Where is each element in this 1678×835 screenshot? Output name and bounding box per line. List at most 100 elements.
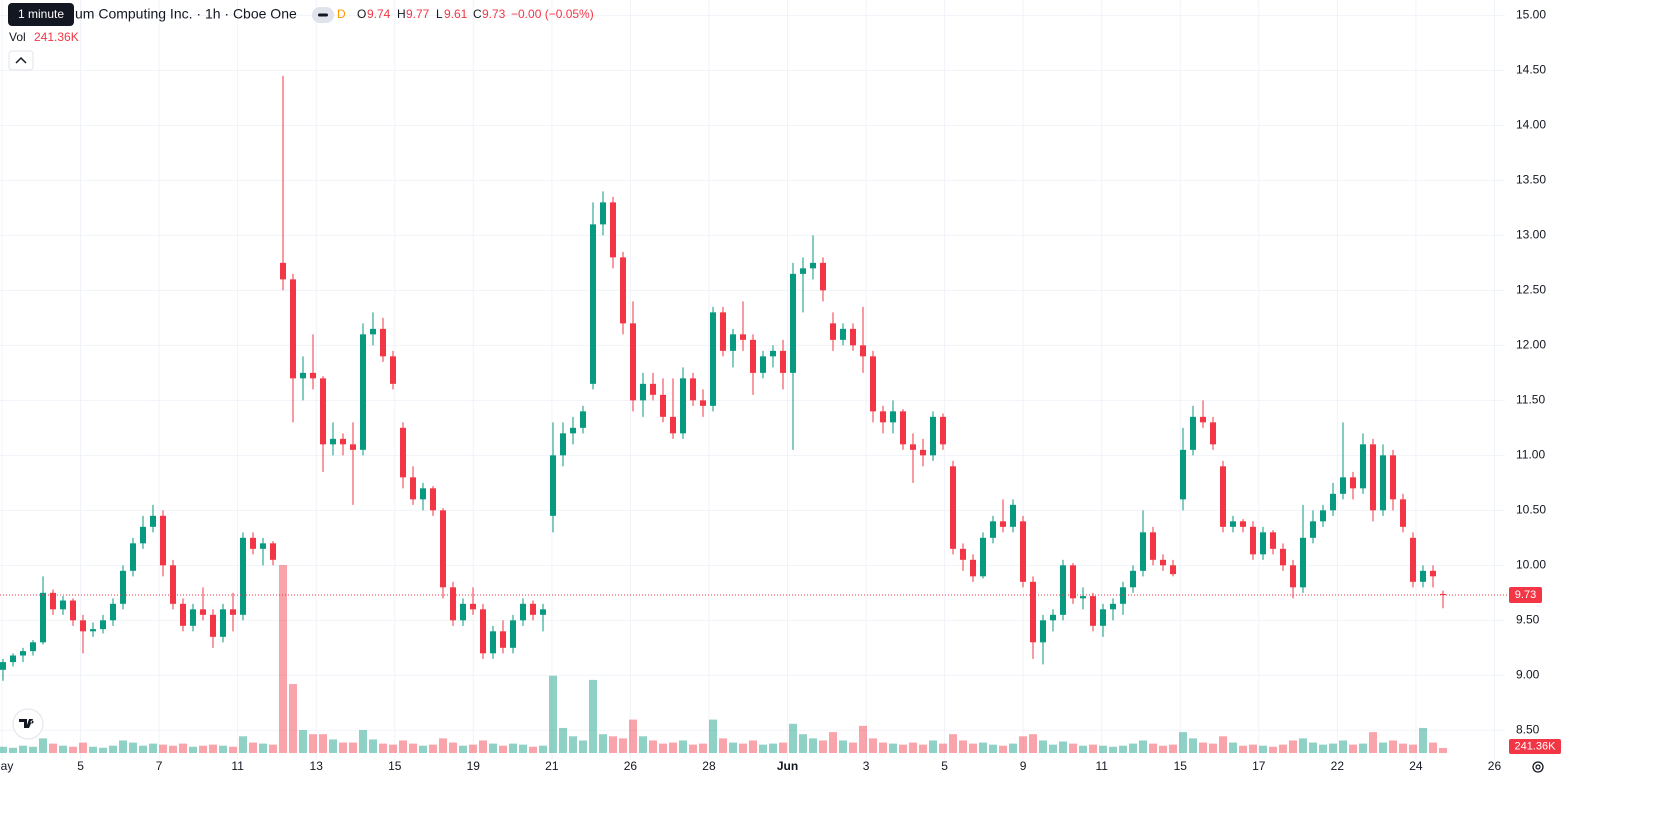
volume-bar [459, 745, 467, 753]
y-tick-label: 13.50 [1516, 173, 1546, 187]
volume-bar [1279, 744, 1287, 753]
tooltip: 1 minute [18, 7, 64, 21]
volume-bar [539, 745, 547, 753]
volume-bar [159, 744, 167, 753]
volume-bar [389, 744, 397, 753]
volume-bar [99, 747, 107, 753]
candle-body [860, 345, 866, 357]
volume-bar [369, 739, 377, 753]
x-tick-label: 5 [941, 759, 948, 773]
candle-body [670, 416, 676, 434]
volume-bar [19, 745, 27, 753]
candle-body [910, 444, 916, 450]
volume-value: 241.36K [34, 30, 79, 44]
volume-bar [899, 744, 907, 753]
volume-bar [1359, 743, 1367, 753]
volume-bar [1219, 736, 1227, 753]
candle-body [200, 609, 206, 615]
last-price-box [1509, 587, 1542, 604]
volume-bar [849, 742, 857, 753]
candle-body [440, 510, 446, 588]
volume-bar [189, 746, 197, 753]
volume-bar [229, 746, 237, 753]
candle-body [120, 570, 126, 604]
candle-body [320, 378, 326, 445]
volume-bar [639, 736, 647, 753]
volume-bar [1239, 745, 1247, 753]
candle-body [1170, 565, 1176, 575]
candle-body [360, 334, 366, 450]
ohlc-label: H [397, 7, 406, 21]
volume-bar [1409, 744, 1417, 753]
candle-body [100, 620, 106, 630]
candle-body [1050, 614, 1056, 621]
x-tick-label: 5 [77, 759, 84, 773]
candle-body [500, 631, 506, 648]
candle-body [40, 592, 46, 643]
volume-label-box [1509, 739, 1561, 754]
volume-bar [179, 743, 187, 753]
candle-body [160, 515, 166, 566]
volume-bar [349, 742, 357, 753]
settings-icon[interactable] [1532, 761, 1544, 773]
candle-body [710, 312, 716, 406]
candle-body [1100, 609, 1106, 626]
x-tick-label: 26 [1488, 759, 1502, 773]
volume-bar [49, 743, 57, 753]
volume-bar [999, 745, 1007, 753]
volume-bar [299, 730, 307, 753]
y-tick-label: 10.50 [1516, 503, 1546, 517]
candle-body [480, 609, 486, 654]
volume-bar [729, 742, 737, 753]
candle-body [1040, 620, 1046, 643]
volume-bar [609, 736, 617, 753]
candle-body [1010, 504, 1016, 527]
candle-body [390, 356, 396, 384]
volume-bar [829, 732, 837, 753]
volume-bar [669, 742, 677, 753]
candle-body [220, 609, 226, 637]
volume-bar [889, 743, 897, 753]
candle-body [1220, 466, 1226, 527]
candle-body [400, 427, 406, 478]
candle-body [1110, 603, 1116, 610]
candle-body [1280, 548, 1286, 566]
volume-bar [359, 730, 367, 753]
volume-bar [799, 734, 807, 753]
candle-body [260, 543, 266, 549]
y-tick-label: 10.00 [1516, 557, 1546, 571]
candle-body [660, 394, 666, 417]
candle-body [110, 603, 116, 621]
candle-body [180, 603, 186, 626]
volume-bar [1179, 732, 1187, 753]
ohlc-value: 9.77 [406, 7, 430, 21]
candle-body [1190, 416, 1196, 450]
volume-bar [69, 746, 77, 753]
volume-bar [509, 743, 517, 753]
volume-bar [559, 727, 567, 753]
volume-bar [1369, 732, 1377, 753]
y-tick-label: 11.50 [1516, 393, 1545, 407]
volume-bar [1079, 745, 1087, 753]
candle-body [60, 600, 66, 610]
volume-bar [1149, 743, 1157, 753]
collapse-button[interactable] [8, 50, 34, 71]
ohlc-value: 9.61 [444, 7, 468, 21]
volume-bar [429, 744, 437, 753]
candle-body [10, 655, 16, 663]
volume-bar [1389, 740, 1397, 753]
candle-body [1350, 477, 1356, 489]
volume-bar [1009, 743, 1017, 753]
candle-body [650, 383, 656, 395]
volume-bar [309, 734, 317, 753]
candle-body [1330, 493, 1336, 511]
candle-body [470, 603, 476, 610]
volume-bar [1329, 743, 1337, 753]
candle-body [1060, 565, 1066, 615]
x-tick-label: 11 [231, 759, 244, 773]
volume-bar [1039, 740, 1047, 753]
x-tick-label: 26 [624, 759, 638, 773]
candle-body [790, 273, 796, 373]
collapse-icon [15, 56, 27, 64]
